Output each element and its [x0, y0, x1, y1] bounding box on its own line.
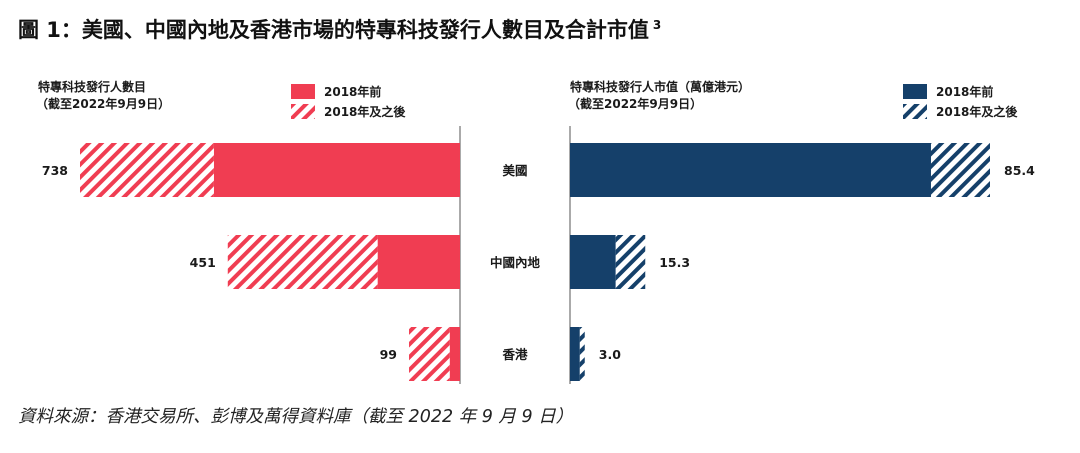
chart-title: 圖 1：美國、中國內地及香港市場的特專科技發行人數目及合計市值 3	[18, 14, 661, 44]
bar-left-total-label-2: 99	[380, 347, 397, 362]
title-footnote-marker: 3	[652, 18, 662, 32]
bar-right-after-2018-2	[579, 327, 585, 381]
bar-right-total-label-2: 3.0	[599, 347, 621, 362]
bar-left-total-label-0: 738	[42, 163, 68, 178]
bar-left-after-2018-1	[227, 235, 378, 289]
category-label-2: 香港	[501, 347, 528, 362]
bar-left-after-2018-2	[409, 327, 450, 381]
bar-right-before-2018-2	[570, 327, 580, 381]
bar-left-total-label-1: 451	[190, 255, 216, 270]
bar-right-total-label-0: 85.4	[1004, 163, 1035, 178]
category-label-0: 美國	[502, 163, 527, 178]
chart-title-text: 圖 1：美國、中國內地及香港市場的特專科技發行人數目及合計市值	[18, 18, 649, 42]
right-legend-swatch-before-2018	[903, 84, 927, 99]
left-legend-label-before-2018: 2018年前	[324, 84, 381, 99]
bar-right-before-2018-1	[570, 235, 616, 289]
right-legend-label-before-2018: 2018年前	[936, 84, 993, 99]
right-chart-title: 特專科技發行人市值（萬億港元）	[570, 79, 750, 94]
right-legend-swatch-after-2018	[903, 104, 927, 119]
bar-left-after-2018-0	[80, 143, 214, 197]
left-legend-swatch-after-2018	[291, 104, 315, 119]
left-legend: 2018年前 2018年及之後	[291, 84, 406, 119]
bar-right-before-2018-0	[570, 143, 931, 197]
source-note: 資料來源：香港交易所、彭博及萬得資料庫（截至 2022 年 9 月 9 日）	[18, 407, 574, 427]
left-chart-subtitle: （截至2022年9月9日）	[36, 96, 170, 111]
left-chart-title: 特專科技發行人數目	[38, 79, 146, 94]
bar-right-after-2018-0	[930, 143, 990, 197]
left-legend-label-after-2018: 2018年及之後	[324, 104, 406, 119]
right-legend: 2018年前 2018年及之後	[903, 84, 1018, 119]
right-chart-subtitle: （截至2022年9月9日）	[568, 96, 702, 111]
left-legend-swatch-before-2018	[291, 84, 315, 99]
category-label-1: 中國內地	[490, 255, 541, 270]
bar-left-before-2018-0	[213, 143, 460, 197]
right-legend-label-after-2018: 2018年及之後	[936, 104, 1018, 119]
bar-left-before-2018-2	[449, 327, 460, 381]
bar-right-after-2018-1	[615, 235, 646, 289]
bar-left-before-2018-1	[377, 235, 460, 289]
bar-right-total-label-1: 15.3	[659, 255, 690, 270]
